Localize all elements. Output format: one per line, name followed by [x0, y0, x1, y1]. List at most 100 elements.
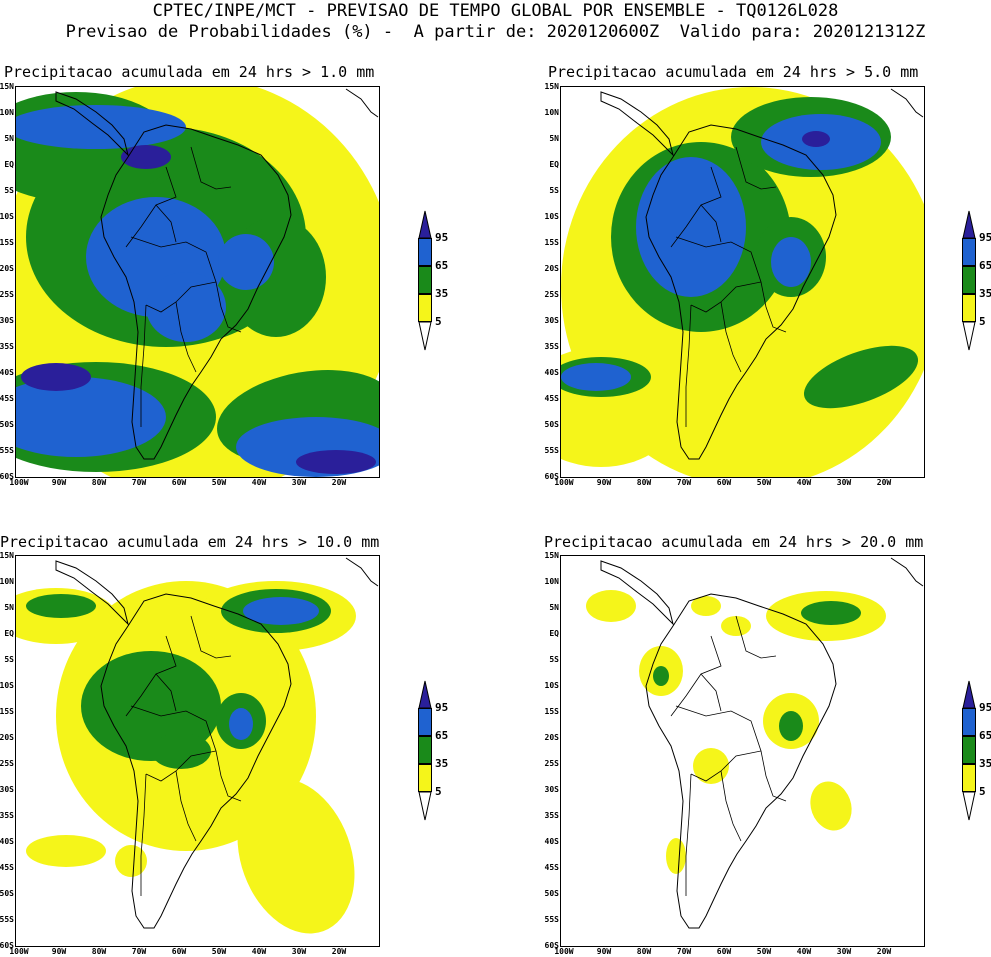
central-america-coastline	[55, 91, 129, 157]
lat-tick-label: 5S	[4, 186, 14, 195]
lat-tick-label: 30S	[544, 316, 559, 325]
south-america-coastline	[100, 593, 292, 929]
colorbar-segment	[418, 294, 432, 322]
lon-tick-label: 70W	[131, 947, 147, 956]
lat-tick-label: 40S	[544, 368, 559, 377]
lon-tick-label: 60W	[171, 478, 187, 487]
lon-tick-label: 40W	[796, 478, 812, 487]
lat-tick-label: 40S	[544, 837, 559, 846]
colorbar-label: 5	[979, 315, 986, 328]
colorbar-label: 5	[435, 315, 442, 328]
lat-tick-label: 55S	[0, 446, 14, 455]
lat-tick-label: 15N	[0, 82, 14, 91]
colorbar-label: 35	[979, 757, 991, 770]
colorbar-label: 95	[979, 231, 991, 244]
probability-region-yellow	[586, 590, 636, 622]
lon-tick-label: 100W	[554, 478, 574, 487]
probability-region-blue	[771, 237, 811, 287]
probability-region-blue	[561, 363, 631, 391]
lon-tick-label: 30W	[836, 478, 852, 487]
colorbar-top-triangle	[962, 210, 976, 238]
probability-region-navy	[121, 145, 171, 169]
country-border	[685, 773, 692, 896]
probability-region-green	[801, 601, 861, 625]
lat-tick-label: 50S	[544, 889, 559, 898]
country-border	[760, 750, 787, 802]
colorbar-segment	[962, 736, 976, 764]
lon-tick-label: 20W	[331, 478, 347, 487]
colorbar-bottom-triangle	[418, 322, 432, 351]
probability-region-blue	[229, 708, 253, 740]
colorbar-label: 35	[979, 287, 991, 300]
lon-tick-label: 50W	[756, 478, 772, 487]
lon-tick-label: 40W	[251, 478, 267, 487]
map-svg	[561, 87, 924, 477]
colorbar-top-triangle	[418, 210, 432, 238]
colorbar-label: 95	[979, 701, 991, 714]
country-border	[215, 750, 242, 802]
probability-region-blue	[636, 157, 746, 297]
map-panel-1	[15, 86, 380, 478]
colorbar-segment	[418, 266, 432, 294]
lon-tick-label: 80W	[91, 478, 107, 487]
country-border	[140, 304, 147, 427]
lon-tick-label: 80W	[636, 947, 652, 956]
lat-tick-label: 55S	[544, 446, 559, 455]
colorbar-label: 65	[979, 259, 991, 272]
map-svg	[586, 557, 924, 929]
lon-tick-label: 60W	[716, 478, 732, 487]
lat-tick-label: 10N	[0, 108, 14, 117]
lon-tick-label: 90W	[596, 478, 612, 487]
lat-tick-label: 45S	[544, 863, 559, 872]
panel-title-3: Precipitacao acumulada em 24 hrs > 10.0 …	[0, 533, 380, 551]
colorbar-top-triangle	[962, 680, 976, 708]
probability-region-yellow	[810, 781, 852, 831]
lat-tick-label: 15N	[544, 551, 559, 560]
central-america-coastline	[55, 560, 129, 626]
lon-tick-label: 80W	[91, 947, 107, 956]
colorbar-label: 65	[979, 729, 991, 742]
lat-tick-label: 20S	[544, 733, 559, 742]
lat-tick-label: 20S	[0, 264, 14, 273]
country-border	[735, 615, 777, 659]
probability-region-green	[26, 594, 96, 618]
lat-tick-label: 25S	[0, 290, 14, 299]
colorbar-bottom-triangle	[962, 322, 976, 351]
probability-region-blue	[218, 234, 274, 290]
lat-tick-label: EQ	[4, 160, 14, 169]
lon-tick-label: 20W	[876, 478, 892, 487]
map-panel-2	[560, 86, 925, 478]
probability-region-yellow	[666, 838, 686, 874]
lat-tick-label: 60S	[544, 472, 559, 481]
probability-region-yellow	[721, 616, 751, 636]
lat-tick-label: 35S	[544, 342, 559, 351]
lon-tick-label: 30W	[291, 947, 307, 956]
lat-tick-label: 5S	[549, 186, 559, 195]
country-border	[140, 773, 147, 896]
lat-tick-label: 10N	[544, 577, 559, 586]
probability-region-yellow	[691, 596, 721, 616]
probability-region-yellow	[115, 845, 147, 877]
country-border	[700, 673, 722, 712]
lat-tick-label: 20S	[544, 264, 559, 273]
lat-tick-label: 5S	[549, 655, 559, 664]
colorbar-segment	[962, 764, 976, 792]
probability-region-navy	[802, 131, 830, 147]
probability-region-navy	[21, 363, 91, 391]
colorbar-label: 35	[435, 757, 449, 770]
lon-tick-label: 90W	[596, 947, 612, 956]
lat-tick-label: EQ	[4, 629, 14, 638]
lat-tick-label: 25S	[0, 759, 14, 768]
lat-tick-label: 45S	[544, 394, 559, 403]
colorbar-label: 95	[435, 701, 449, 714]
lon-tick-label: 20W	[876, 947, 892, 956]
colorbar-label: 5	[979, 785, 986, 798]
lon-tick-label: 80W	[636, 478, 652, 487]
south-america-coastline	[100, 124, 292, 460]
probability-region-blue	[243, 597, 319, 625]
lat-tick-label: 50S	[0, 889, 14, 898]
lon-tick-label: 70W	[131, 478, 147, 487]
lat-tick-label: 15S	[0, 707, 14, 716]
colorbar-segment	[962, 708, 976, 736]
lon-tick-label: 30W	[291, 478, 307, 487]
